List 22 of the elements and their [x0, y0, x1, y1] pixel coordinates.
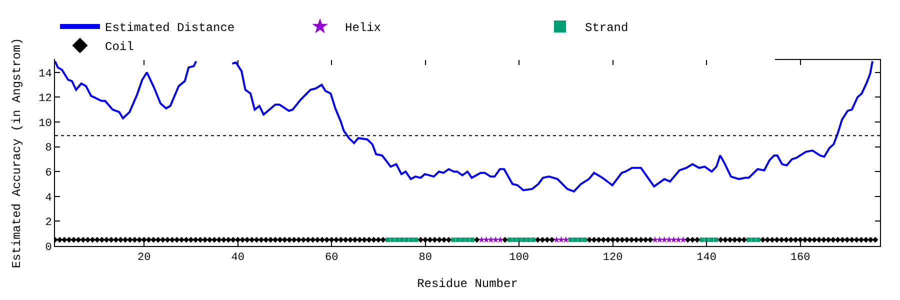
y-tick-label: 6 — [45, 167, 52, 180]
y-tick-label: 10 — [38, 118, 52, 130]
y-tick-label: 12 — [38, 93, 52, 106]
x-tick-label: 20 — [137, 252, 151, 264]
x-tick-label: 40 — [231, 252, 244, 264]
legend-label: Estimated Distance — [105, 21, 235, 36]
y-tick-label: 14 — [38, 68, 52, 80]
x-tick-label: 80 — [418, 252, 432, 264]
x-tick-label: 160 — [790, 252, 810, 264]
x-axis-title: Residue Number — [417, 277, 518, 292]
legend-label: Coil — [105, 40, 134, 54]
x-tick-label: 140 — [696, 252, 716, 264]
legend-label: Strand — [585, 21, 628, 36]
y-tick-label: 8 — [45, 142, 52, 155]
y-tick-label: 4 — [45, 192, 52, 204]
x-tick-label: 100 — [509, 252, 529, 264]
y-tick-label: 2 — [45, 217, 52, 230]
x-tick-label: 60 — [324, 252, 338, 264]
legend-label: Helix — [345, 21, 382, 36]
x-tick-label: 120 — [602, 252, 623, 264]
y-axis-title: Estimated Accuracy (in Angstrom) — [10, 38, 24, 268]
y-tick-label: 0 — [45, 242, 52, 254]
